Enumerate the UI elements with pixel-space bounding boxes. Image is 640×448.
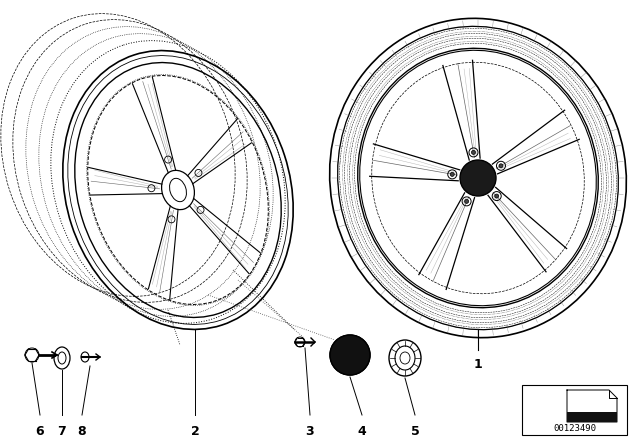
Circle shape xyxy=(460,160,496,196)
Bar xyxy=(567,412,617,422)
Text: 2: 2 xyxy=(191,425,200,438)
Text: 1: 1 xyxy=(474,358,483,371)
Circle shape xyxy=(499,164,503,168)
Text: 00123490: 00123490 xyxy=(553,424,596,433)
Text: 7: 7 xyxy=(58,425,67,438)
Circle shape xyxy=(330,335,370,375)
Circle shape xyxy=(472,151,476,155)
Circle shape xyxy=(465,199,468,203)
Circle shape xyxy=(451,172,454,177)
Bar xyxy=(522,385,627,435)
Text: 3: 3 xyxy=(306,425,314,438)
Circle shape xyxy=(495,194,499,198)
Text: 5: 5 xyxy=(411,425,419,438)
Text: 6: 6 xyxy=(36,425,44,438)
Text: 4: 4 xyxy=(358,425,366,438)
Text: 8: 8 xyxy=(77,425,86,438)
